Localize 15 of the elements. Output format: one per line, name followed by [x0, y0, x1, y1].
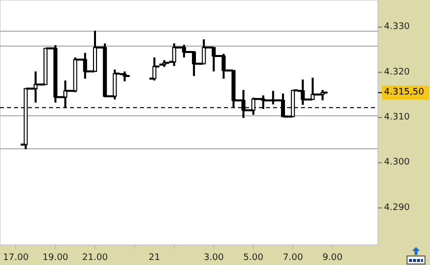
x-tick-label: 19.00 [42, 253, 69, 263]
x-tick-label: 3.00 [204, 253, 224, 263]
y-tick-label: 4.300 [384, 158, 410, 168]
x-tick-label: 17.00 [2, 253, 29, 263]
x-tick-label: 7.00 [282, 253, 304, 263]
x-tick-label: 5.00 [243, 253, 264, 263]
x-tick-label: 21 [148, 253, 160, 263]
x-tick-label: 9.00 [322, 253, 343, 263]
x-tick-label: 21.00 [82, 253, 108, 263]
text: 4.315,50 [384, 88, 424, 98]
y-tick-label: 4.290 [384, 202, 410, 213]
y-tick-label: 4.310 [384, 112, 410, 123]
y-tick-label: 4.320 [384, 67, 410, 78]
y-tick-label: 4.330 [384, 22, 410, 32]
candlestick [149, 56, 160, 82]
